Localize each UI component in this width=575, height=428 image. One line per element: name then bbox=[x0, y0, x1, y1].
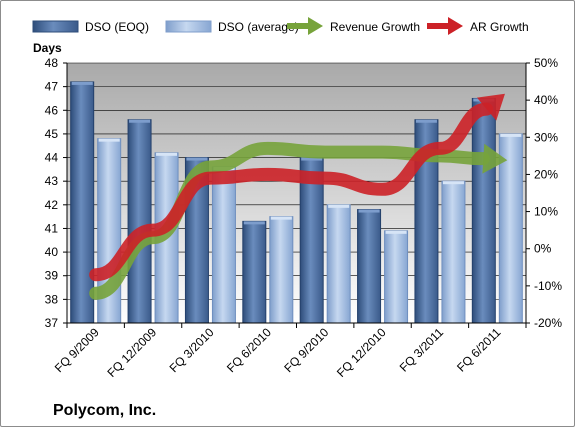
legend: DSO (EOQ) DSO (average) Revenue Growth A… bbox=[32, 17, 529, 35]
x-tick-label: FQ 6/2011 bbox=[454, 325, 504, 375]
axes bbox=[66, 63, 527, 328]
bar-cap-dso-eoq bbox=[243, 221, 265, 225]
left-axis-ticks: 37 38 39 40 41 42 43 44 45 46 47 48 bbox=[45, 56, 67, 330]
right-tick-label: -10% bbox=[534, 279, 562, 293]
left-axis-title: Days bbox=[33, 41, 62, 55]
growth-arrows bbox=[89, 93, 508, 300]
left-tick-label: 46 bbox=[45, 103, 59, 117]
bar-cap-dso-average bbox=[385, 230, 407, 234]
bar-dso-eoq bbox=[127, 119, 152, 324]
left-tick-label: 47 bbox=[45, 80, 59, 94]
bar-dso-average bbox=[384, 230, 409, 324]
right-tick-label: 10% bbox=[534, 205, 558, 219]
legend-item-dso-eoq: DSO (EOQ) bbox=[32, 20, 149, 34]
bar-cap-dso-average bbox=[98, 138, 120, 142]
bar-dso-average bbox=[211, 166, 236, 324]
bar-cap-dso-average bbox=[270, 216, 292, 220]
bar-dso-average bbox=[269, 216, 294, 324]
x-tick-label: FQ 6/2010 bbox=[224, 325, 274, 375]
x-tick-label: FQ 12/2009 bbox=[104, 325, 159, 380]
left-tick-label: 42 bbox=[45, 198, 59, 212]
legend-label-dso-eoq: DSO (EOQ) bbox=[85, 20, 149, 34]
legend-item-dso-average: DSO (average) bbox=[165, 20, 299, 34]
left-tick-label: 37 bbox=[45, 316, 59, 330]
x-tick-label: FQ 12/2010 bbox=[334, 325, 389, 380]
bar-cap-dso-average bbox=[156, 152, 178, 156]
right-axis-ticks: -20% -10% 0% 10% 20% 30% 40% 50% bbox=[526, 56, 562, 330]
bar-cap-dso-average bbox=[328, 204, 350, 208]
legend-arrow-ar-growth-icon bbox=[427, 17, 463, 35]
arrow-shaft-ar-growth bbox=[89, 102, 494, 282]
legend-swatch-dso-eoq bbox=[32, 20, 79, 33]
bar-cap-dso-average bbox=[442, 181, 464, 185]
left-tick-label: 38 bbox=[45, 292, 59, 306]
legend-item-revenue-growth: Revenue Growth bbox=[287, 17, 420, 35]
legend-label-ar-growth: AR Growth bbox=[470, 20, 529, 34]
left-tick-label: 43 bbox=[45, 174, 59, 188]
left-tick-label: 45 bbox=[45, 127, 59, 141]
legend-item-ar-growth: AR Growth bbox=[427, 17, 529, 35]
right-tick-label: 50% bbox=[534, 56, 558, 70]
right-tick-label: 0% bbox=[534, 242, 552, 256]
bar-cap-dso-eoq bbox=[71, 81, 93, 85]
left-tick-label: 48 bbox=[45, 56, 59, 70]
right-tick-label: 30% bbox=[534, 130, 558, 144]
arrow-head-ar-growth bbox=[476, 93, 505, 121]
legend-label-revenue-growth: Revenue Growth bbox=[330, 20, 420, 34]
left-tick-label: 39 bbox=[45, 269, 59, 283]
bar-cap-dso-eoq bbox=[301, 157, 323, 161]
bar-dso-eoq bbox=[357, 209, 382, 324]
left-tick-label: 40 bbox=[45, 245, 59, 259]
company-name: Polycom, Inc. bbox=[53, 402, 156, 419]
legend-label-dso-average: DSO (average) bbox=[218, 20, 299, 34]
left-tick-label: 41 bbox=[45, 221, 59, 235]
right-tick-label: 40% bbox=[534, 93, 558, 107]
bar-dso-eoq bbox=[242, 220, 267, 324]
x-tick-label: FQ 9/2010 bbox=[281, 325, 331, 375]
legend-swatch-dso-average bbox=[165, 20, 212, 33]
bar-dso-eoq bbox=[70, 81, 95, 324]
bar-group bbox=[70, 81, 523, 324]
x-tick-label: FQ 9/2009 bbox=[52, 325, 102, 375]
bar-cap-dso-eoq bbox=[358, 209, 380, 213]
bar-cap-dso-eoq bbox=[415, 119, 437, 123]
x-tick-label: FQ 3/2010 bbox=[167, 325, 217, 375]
x-tick-label: FQ 3/2011 bbox=[397, 325, 447, 375]
bar-cap-dso-eoq bbox=[186, 157, 208, 161]
right-tick-label: -20% bbox=[534, 316, 562, 330]
bar-dso-average bbox=[326, 204, 351, 324]
bar-dso-average bbox=[441, 180, 466, 324]
legend-arrow-revenue-growth-icon bbox=[287, 17, 323, 35]
bar-cap-dso-eoq bbox=[129, 119, 151, 123]
bar-dso-eoq bbox=[471, 97, 496, 324]
x-axis-ticks: FQ 9/2009 FQ 12/2009 FQ 3/2010 FQ 6/2010 FQ … bbox=[52, 325, 504, 380]
left-tick-label: 44 bbox=[45, 151, 59, 165]
bar-cap-dso-average bbox=[500, 133, 522, 137]
right-tick-label: 20% bbox=[534, 167, 558, 181]
arrow-head-revenue-growth bbox=[482, 143, 508, 174]
